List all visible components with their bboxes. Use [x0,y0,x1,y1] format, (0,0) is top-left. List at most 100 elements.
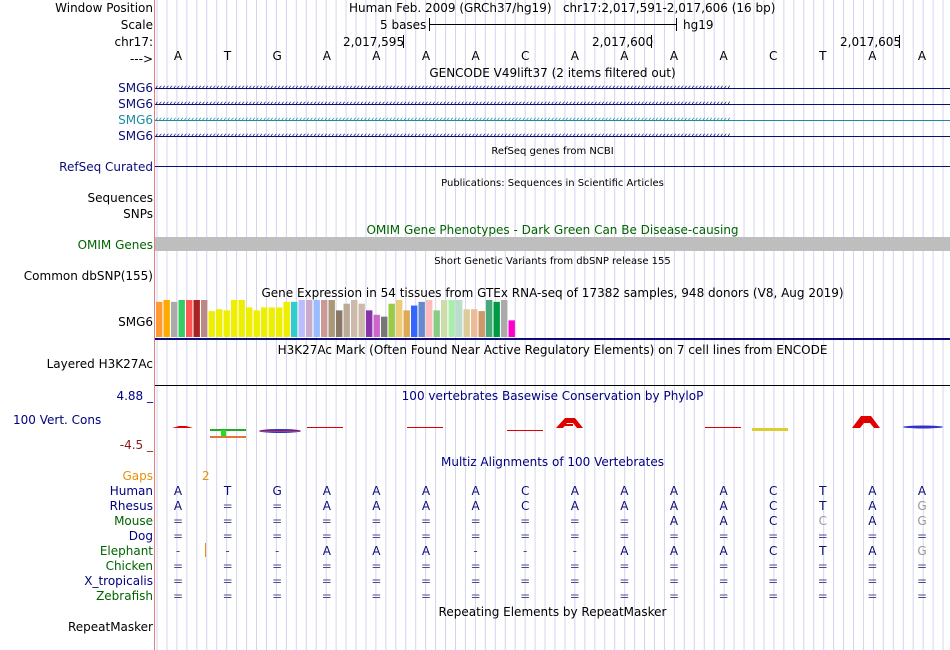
gencode-gene-label-1[interactable]: SMG6 [118,81,153,95]
gtex-tissue-bar[interactable] [471,309,478,337]
alignment-cell: = [916,574,928,588]
gtex-tissue-bar[interactable] [501,300,508,337]
gtex-tissue-bar[interactable] [298,300,305,337]
gtex-tissue-bar[interactable] [418,301,425,337]
gtex-tissue-bar[interactable] [366,310,373,337]
alignment-cell: = [817,559,828,573]
gtex-tissue-bar[interactable] [268,307,275,337]
refseq-track-label[interactable]: RefSeq Curated [59,160,153,174]
gtex-tissue-bar[interactable] [216,309,223,337]
gtex-tissue-bar[interactable] [186,300,193,337]
gencode-transcript-1[interactable]: ‹‹‹‹‹‹‹‹‹‹‹‹‹‹‹‹‹‹‹‹‹‹‹‹‹‹‹‹‹‹‹‹‹‹‹‹‹‹‹‹… [155,81,950,95]
base-3: G [272,49,282,63]
phylop-A-glyph-5 [556,418,583,428]
gtex-tissue-bar[interactable] [403,310,410,337]
alignment-cell: = [272,574,283,588]
gtex-tissue-bar[interactable] [336,310,343,337]
dbsnp-track-label[interactable]: Common dbSNP(155) [23,269,153,283]
gtex-tissue-bar[interactable] [276,307,283,337]
species-label-zebrafish[interactable]: Zebrafish [96,589,153,603]
gtex-tissue-bar[interactable] [163,300,170,337]
alignment-cell: = [371,514,382,528]
gtex-tissue-bar[interactable] [313,300,320,337]
gtex-tissue-bar[interactable] [343,303,350,337]
gtex-tissue-bar[interactable] [351,300,358,337]
gtex-tissue-bar[interactable] [388,303,395,337]
gencode-transcript-2[interactable]: ‹‹‹‹‹‹‹‹‹‹‹‹‹‹‹‹‹‹‹‹‹‹‹‹‹‹‹‹‹‹‹‹‹‹‹‹‹‹‹‹… [155,97,950,111]
gtex-tissue-bar[interactable] [261,307,268,337]
gtex-tissue-bar[interactable] [156,301,163,337]
repeatmasker-track-label[interactable]: RepeatMasker [67,620,153,634]
gtex-tissue-bar[interactable] [328,300,335,337]
gencode-transcript-3[interactable]: ‹‹‹‹‹‹‹‹‹‹‹‹‹‹‹‹‹‹‹‹‹‹‹‹‹‹‹‹‹‹‹‹‹‹‹‹‹‹‹‹… [155,113,950,127]
species-label-rhesus[interactable]: Rhesus [109,499,153,513]
gencode-gene-label-4[interactable]: SMG6 [118,129,153,143]
gtex-tissue-bar[interactable] [448,300,455,337]
gtex-tissue-bar[interactable] [208,311,215,337]
alignment-cell: C [520,484,530,498]
scale-bar-right-tick [676,18,677,31]
gtex-tissue-bar[interactable] [223,310,230,337]
h3k27ac-track-title: H3K27Ac Mark (Often Found Near Active Re… [277,343,828,357]
gtex-tissue-bar[interactable] [478,311,485,337]
gtex-tissue-bar[interactable] [291,301,298,337]
alignment-cell: = [272,589,283,603]
alignment-cell: A [471,484,480,498]
gtex-track-label[interactable]: SMG6 [118,315,153,329]
alignment-cell: = [718,529,729,543]
alignment-cell: A [372,544,381,558]
snps-track-label[interactable]: SNPs [123,207,153,221]
gtex-tissue-bar[interactable] [373,314,380,337]
gtex-tissue-bar[interactable] [171,301,178,337]
species-label-dog[interactable]: Dog [128,529,153,543]
species-label-human[interactable]: Human [109,484,153,498]
gtex-tissue-bar[interactable] [178,300,185,337]
h3k27ac-track-label[interactable]: Layered H3K27Ac [46,357,153,371]
gtex-tissue-bar[interactable] [246,307,253,337]
gtex-tissue-bar[interactable] [463,309,470,337]
gtex-tissue-bar[interactable] [321,300,328,337]
gtex-tissue-bar[interactable] [396,300,403,337]
alignment-cell: = [222,574,233,588]
alignment-cell: - [225,544,230,558]
alignment-cell: A [917,484,927,498]
alignment-cell: A [669,544,679,558]
alignment-cell: = [668,529,680,543]
gtex-tissue-bar[interactable] [411,305,418,337]
strand-label: ---> [129,52,153,66]
gtex-tissue-bar[interactable] [238,300,245,337]
gtex-tissue-bar[interactable] [231,300,238,337]
gencode-gene-label-2[interactable]: SMG6 [118,97,153,111]
omim-gene-bar[interactable] [155,237,950,251]
phylop-conservation-plot[interactable] [155,412,950,442]
gtex-tissue-bar[interactable] [306,300,313,337]
refseq-gene-line[interactable] [155,166,950,167]
gtex-tissue-bar[interactable] [193,300,200,337]
gencode-transcript-4[interactable]: ‹‹‹‹‹‹‹‹‹‹‹‹‹‹‹‹‹‹‹‹‹‹‹‹‹‹‹‹‹‹‹‹‹‹‹‹‹‹‹‹… [155,129,950,143]
gtex-tissue-bar[interactable] [358,303,365,337]
gtex-expression-chart[interactable] [155,300,950,341]
publications-track-label[interactable]: Sequences [87,191,153,205]
alignment-cell: T [819,484,827,498]
gtex-tissue-bar[interactable] [283,301,290,337]
alignment-cell: A [719,484,728,498]
species-label-x_tropicalis[interactable]: X_tropicalis [84,574,153,588]
gtex-tissue-bar[interactable] [201,300,208,337]
species-label-elephant[interactable]: Elephant [99,544,153,558]
gtex-tissue-bar[interactable] [381,316,388,337]
alignment-cell: = [172,514,184,528]
gtex-tissue-bar[interactable] [508,320,515,337]
gtex-tissue-bar[interactable] [441,300,448,337]
gencode-gene-label-3[interactable]: SMG6 [118,113,153,127]
gtex-tissue-bar[interactable] [486,300,493,337]
phylop-track-label[interactable]: 100 Vert. Cons [13,413,102,427]
omim-track-label[interactable]: OMIM Genes [77,238,153,252]
alignment-cell: = [470,559,481,573]
gtex-tissue-bar[interactable] [426,300,433,337]
gtex-tissue-bar[interactable] [433,310,440,337]
species-label-chicken[interactable]: Chicken [105,559,153,573]
gtex-tissue-bar[interactable] [493,301,500,337]
species-label-mouse[interactable]: Mouse [114,514,153,528]
gtex-tissue-bar[interactable] [253,310,260,337]
gtex-tissue-bar[interactable] [456,300,463,337]
